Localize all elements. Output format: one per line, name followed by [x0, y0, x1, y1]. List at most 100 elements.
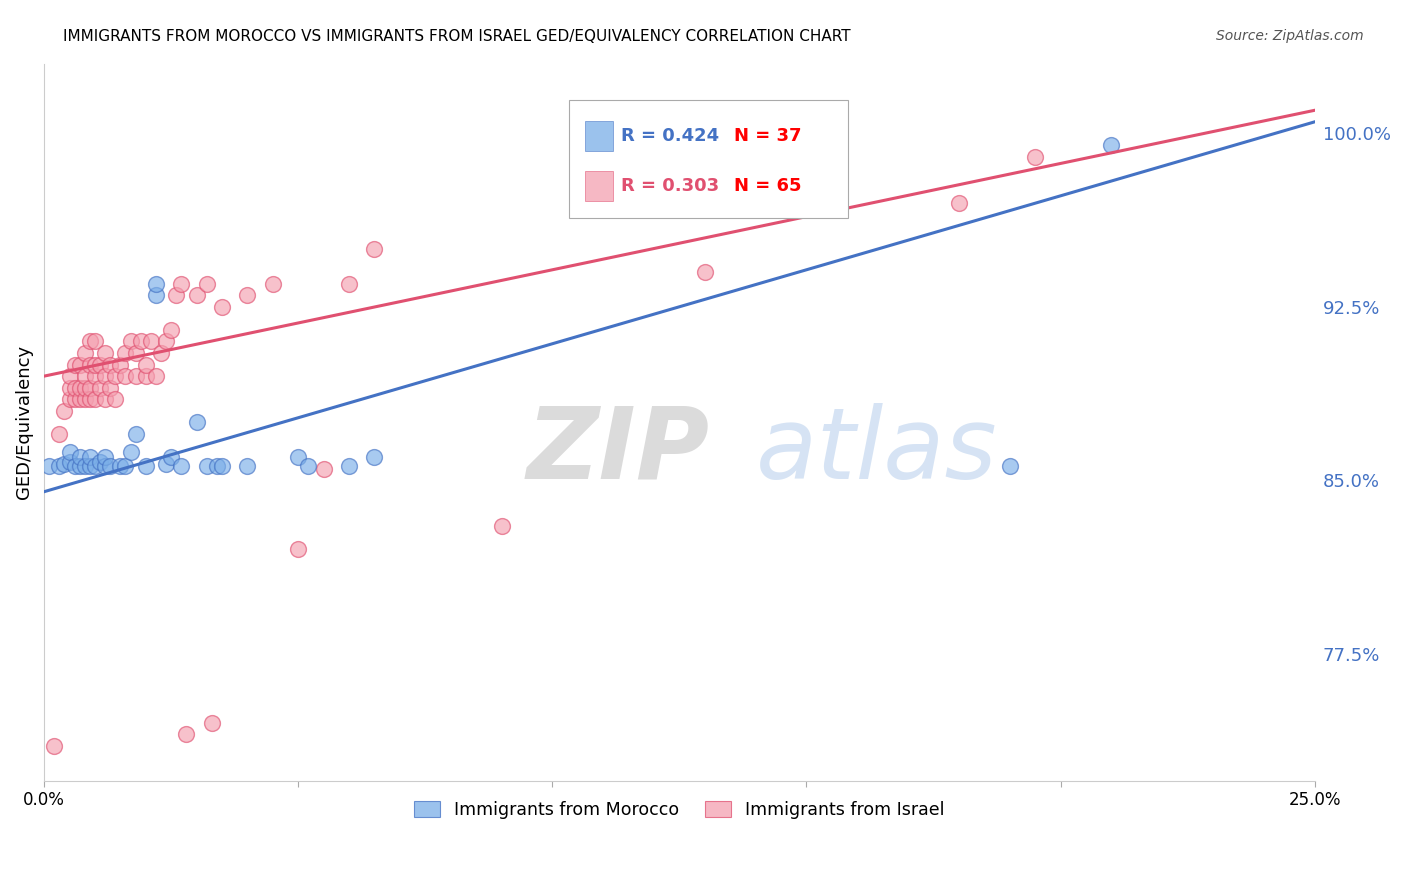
Y-axis label: GED/Equivalency: GED/Equivalency	[15, 345, 32, 500]
Point	[53, 404, 76, 418]
Point	[160, 450, 183, 464]
Text: R = 0.303: R = 0.303	[621, 178, 718, 195]
Point	[53, 457, 76, 471]
Point	[104, 392, 127, 407]
Point	[98, 459, 121, 474]
Point	[491, 519, 513, 533]
Point	[998, 459, 1021, 474]
Point	[186, 415, 208, 429]
Point	[337, 459, 360, 474]
Point	[38, 459, 60, 474]
Point	[145, 369, 167, 384]
Point	[63, 381, 86, 395]
Point	[165, 288, 187, 302]
Point	[73, 381, 96, 395]
Point	[135, 369, 157, 384]
Point	[124, 426, 146, 441]
Point	[79, 392, 101, 407]
Point	[948, 195, 970, 210]
Point	[160, 323, 183, 337]
Point	[205, 459, 228, 474]
Point	[145, 277, 167, 291]
Point	[337, 277, 360, 291]
Point	[94, 346, 117, 360]
Point	[211, 459, 233, 474]
Point	[63, 459, 86, 474]
Point	[297, 459, 319, 474]
Point	[48, 459, 70, 474]
Point	[104, 369, 127, 384]
Point	[139, 334, 162, 349]
Point	[84, 369, 107, 384]
Point	[58, 455, 80, 469]
Text: ZIP: ZIP	[527, 402, 710, 500]
Point	[363, 242, 385, 256]
Point	[58, 369, 80, 384]
Point	[94, 450, 117, 464]
Point	[79, 381, 101, 395]
Point	[145, 288, 167, 302]
Point	[84, 358, 107, 372]
Point	[110, 459, 132, 474]
Point	[236, 459, 259, 474]
Point	[94, 369, 117, 384]
Text: N = 65: N = 65	[734, 178, 801, 195]
Point	[79, 459, 101, 474]
Point	[236, 288, 259, 302]
Legend: Immigrants from Morocco, Immigrants from Israel: Immigrants from Morocco, Immigrants from…	[408, 794, 952, 826]
Point	[170, 459, 193, 474]
Point	[89, 455, 111, 469]
Point	[120, 334, 142, 349]
Point	[73, 346, 96, 360]
FancyBboxPatch shape	[585, 171, 613, 202]
Point	[48, 426, 70, 441]
Point	[73, 392, 96, 407]
Point	[94, 459, 117, 474]
Point	[58, 381, 80, 395]
Point	[79, 334, 101, 349]
Point	[287, 542, 309, 557]
Point	[312, 461, 335, 475]
Point	[98, 381, 121, 395]
Point	[195, 459, 218, 474]
Point	[84, 334, 107, 349]
Point	[69, 459, 91, 474]
Point	[176, 727, 198, 741]
Point	[63, 358, 86, 372]
Point	[287, 450, 309, 464]
Point	[592, 184, 614, 198]
Point	[135, 459, 157, 474]
Point	[170, 277, 193, 291]
Point	[114, 369, 136, 384]
Point	[84, 392, 107, 407]
Point	[693, 265, 716, 279]
Text: N = 37: N = 37	[734, 128, 801, 145]
Text: IMMIGRANTS FROM MOROCCO VS IMMIGRANTS FROM ISRAEL GED/EQUIVALENCY CORRELATION CH: IMMIGRANTS FROM MOROCCO VS IMMIGRANTS FR…	[63, 29, 851, 44]
Point	[58, 445, 80, 459]
Point	[89, 358, 111, 372]
Point	[211, 300, 233, 314]
Text: atlas: atlas	[755, 402, 997, 500]
Point	[155, 334, 177, 349]
Text: R = 0.424: R = 0.424	[621, 128, 718, 145]
Point	[114, 459, 136, 474]
Point	[63, 392, 86, 407]
FancyBboxPatch shape	[585, 121, 613, 152]
Point	[73, 459, 96, 474]
Point	[195, 277, 218, 291]
Point	[110, 358, 132, 372]
Point	[79, 358, 101, 372]
Point	[98, 358, 121, 372]
Point	[69, 381, 91, 395]
Point	[1099, 138, 1122, 153]
Point	[114, 346, 136, 360]
Point	[89, 381, 111, 395]
Point	[1024, 149, 1046, 163]
Point	[69, 392, 91, 407]
Point	[135, 358, 157, 372]
Point	[150, 346, 173, 360]
Point	[44, 739, 66, 753]
FancyBboxPatch shape	[569, 100, 848, 219]
Point	[363, 450, 385, 464]
Point	[84, 459, 107, 474]
